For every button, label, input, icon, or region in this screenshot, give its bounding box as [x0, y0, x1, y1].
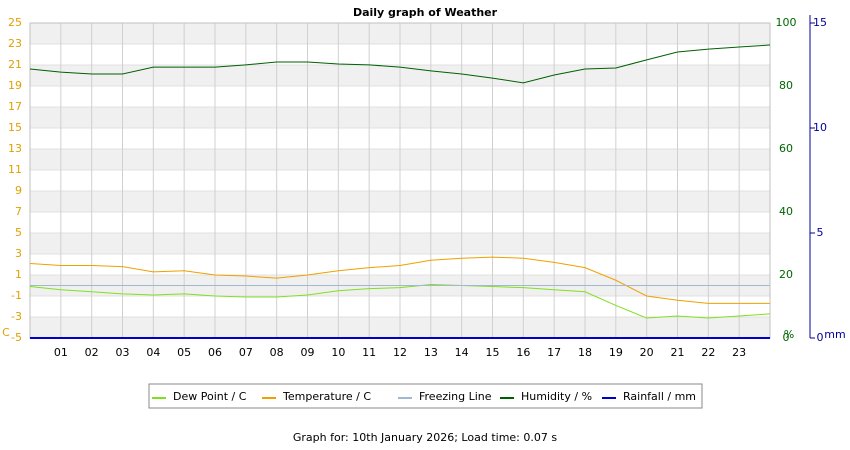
y-tick-label: 17	[8, 100, 22, 113]
legend-box	[148, 383, 703, 409]
x-tick-label: 20	[640, 346, 654, 359]
y3-tick-label: 5	[817, 226, 824, 239]
y-tick-label: -3	[11, 310, 22, 323]
x-tick-label: 08	[270, 346, 284, 359]
footer: Graph for: 10th January 2026; Load time:…	[293, 431, 557, 444]
legend-label: Rainfall / mm	[623, 390, 696, 403]
y2-tick-label: 100	[776, 16, 797, 29]
y-tick-label: 21	[8, 58, 22, 71]
series-line	[29, 44, 771, 84]
y-tick-label: 23	[8, 37, 22, 50]
y3-tick-label: 0	[817, 331, 824, 344]
x-tick-label: 01	[54, 346, 68, 359]
x-tick-label: 22	[701, 346, 715, 359]
x-tick-label: 18	[578, 346, 592, 359]
x-tick-label: 16	[516, 346, 530, 359]
y2-tick-label: 80	[779, 79, 793, 92]
y-unit: C	[2, 326, 10, 339]
y-tick-label: 9	[15, 184, 22, 197]
legend-label: Humidity / %	[521, 390, 592, 403]
chart-title: Daily graph of Weather	[353, 6, 498, 19]
y-tick-label: 1	[15, 268, 22, 281]
y2-tick-label: 40	[779, 205, 793, 218]
x-tick-label: 15	[486, 346, 500, 359]
x-tick-label: 09	[301, 346, 315, 359]
x-tick-label: 19	[609, 346, 623, 359]
y-tick-label: -5	[11, 331, 22, 344]
x-tick-label: 03	[116, 346, 130, 359]
x-tick-label: 12	[393, 346, 407, 359]
y3-tick-label: 10	[813, 121, 827, 134]
y-tick-label: 19	[8, 79, 22, 92]
x-tick-label: 04	[146, 346, 160, 359]
x-tick-label: 21	[671, 346, 685, 359]
x-tick-label: 02	[85, 346, 99, 359]
y2-tick-label: 60	[779, 142, 793, 155]
x-tick-label: 05	[177, 346, 191, 359]
legend-label: Freezing Line	[419, 390, 492, 403]
x-tick-label: 17	[547, 346, 561, 359]
x-tick-label: 10	[331, 346, 345, 359]
x-tick-label: 13	[424, 346, 438, 359]
y2-unit: %	[784, 328, 794, 341]
y2-tick-label: 0	[783, 331, 790, 344]
x-tick-label: 06	[208, 346, 222, 359]
y-tick-label: 15	[8, 121, 22, 134]
y3-tick-label: 15	[813, 16, 827, 29]
y-tick-label: 7	[15, 205, 22, 218]
y-tick-label: -1	[11, 289, 22, 302]
x-tick-label: 11	[362, 346, 376, 359]
legend-label: Temperature / C	[282, 390, 371, 403]
y3-unit: mm	[824, 328, 845, 341]
x-tick-label: 23	[732, 346, 746, 359]
series-line	[29, 283, 771, 319]
x-tick-label: 14	[455, 346, 469, 359]
y-tick-label: 25	[8, 16, 22, 29]
y-tick-label: 5	[15, 226, 22, 239]
y2-tick-label: 20	[779, 268, 793, 281]
y-tick-label: 13	[8, 142, 22, 155]
y-tick-label: 11	[8, 163, 22, 176]
x-tick-label: 07	[239, 346, 253, 359]
legend-label: Dew Point / C	[173, 390, 247, 403]
y-tick-label: 3	[15, 247, 22, 260]
series-line	[29, 256, 770, 304]
